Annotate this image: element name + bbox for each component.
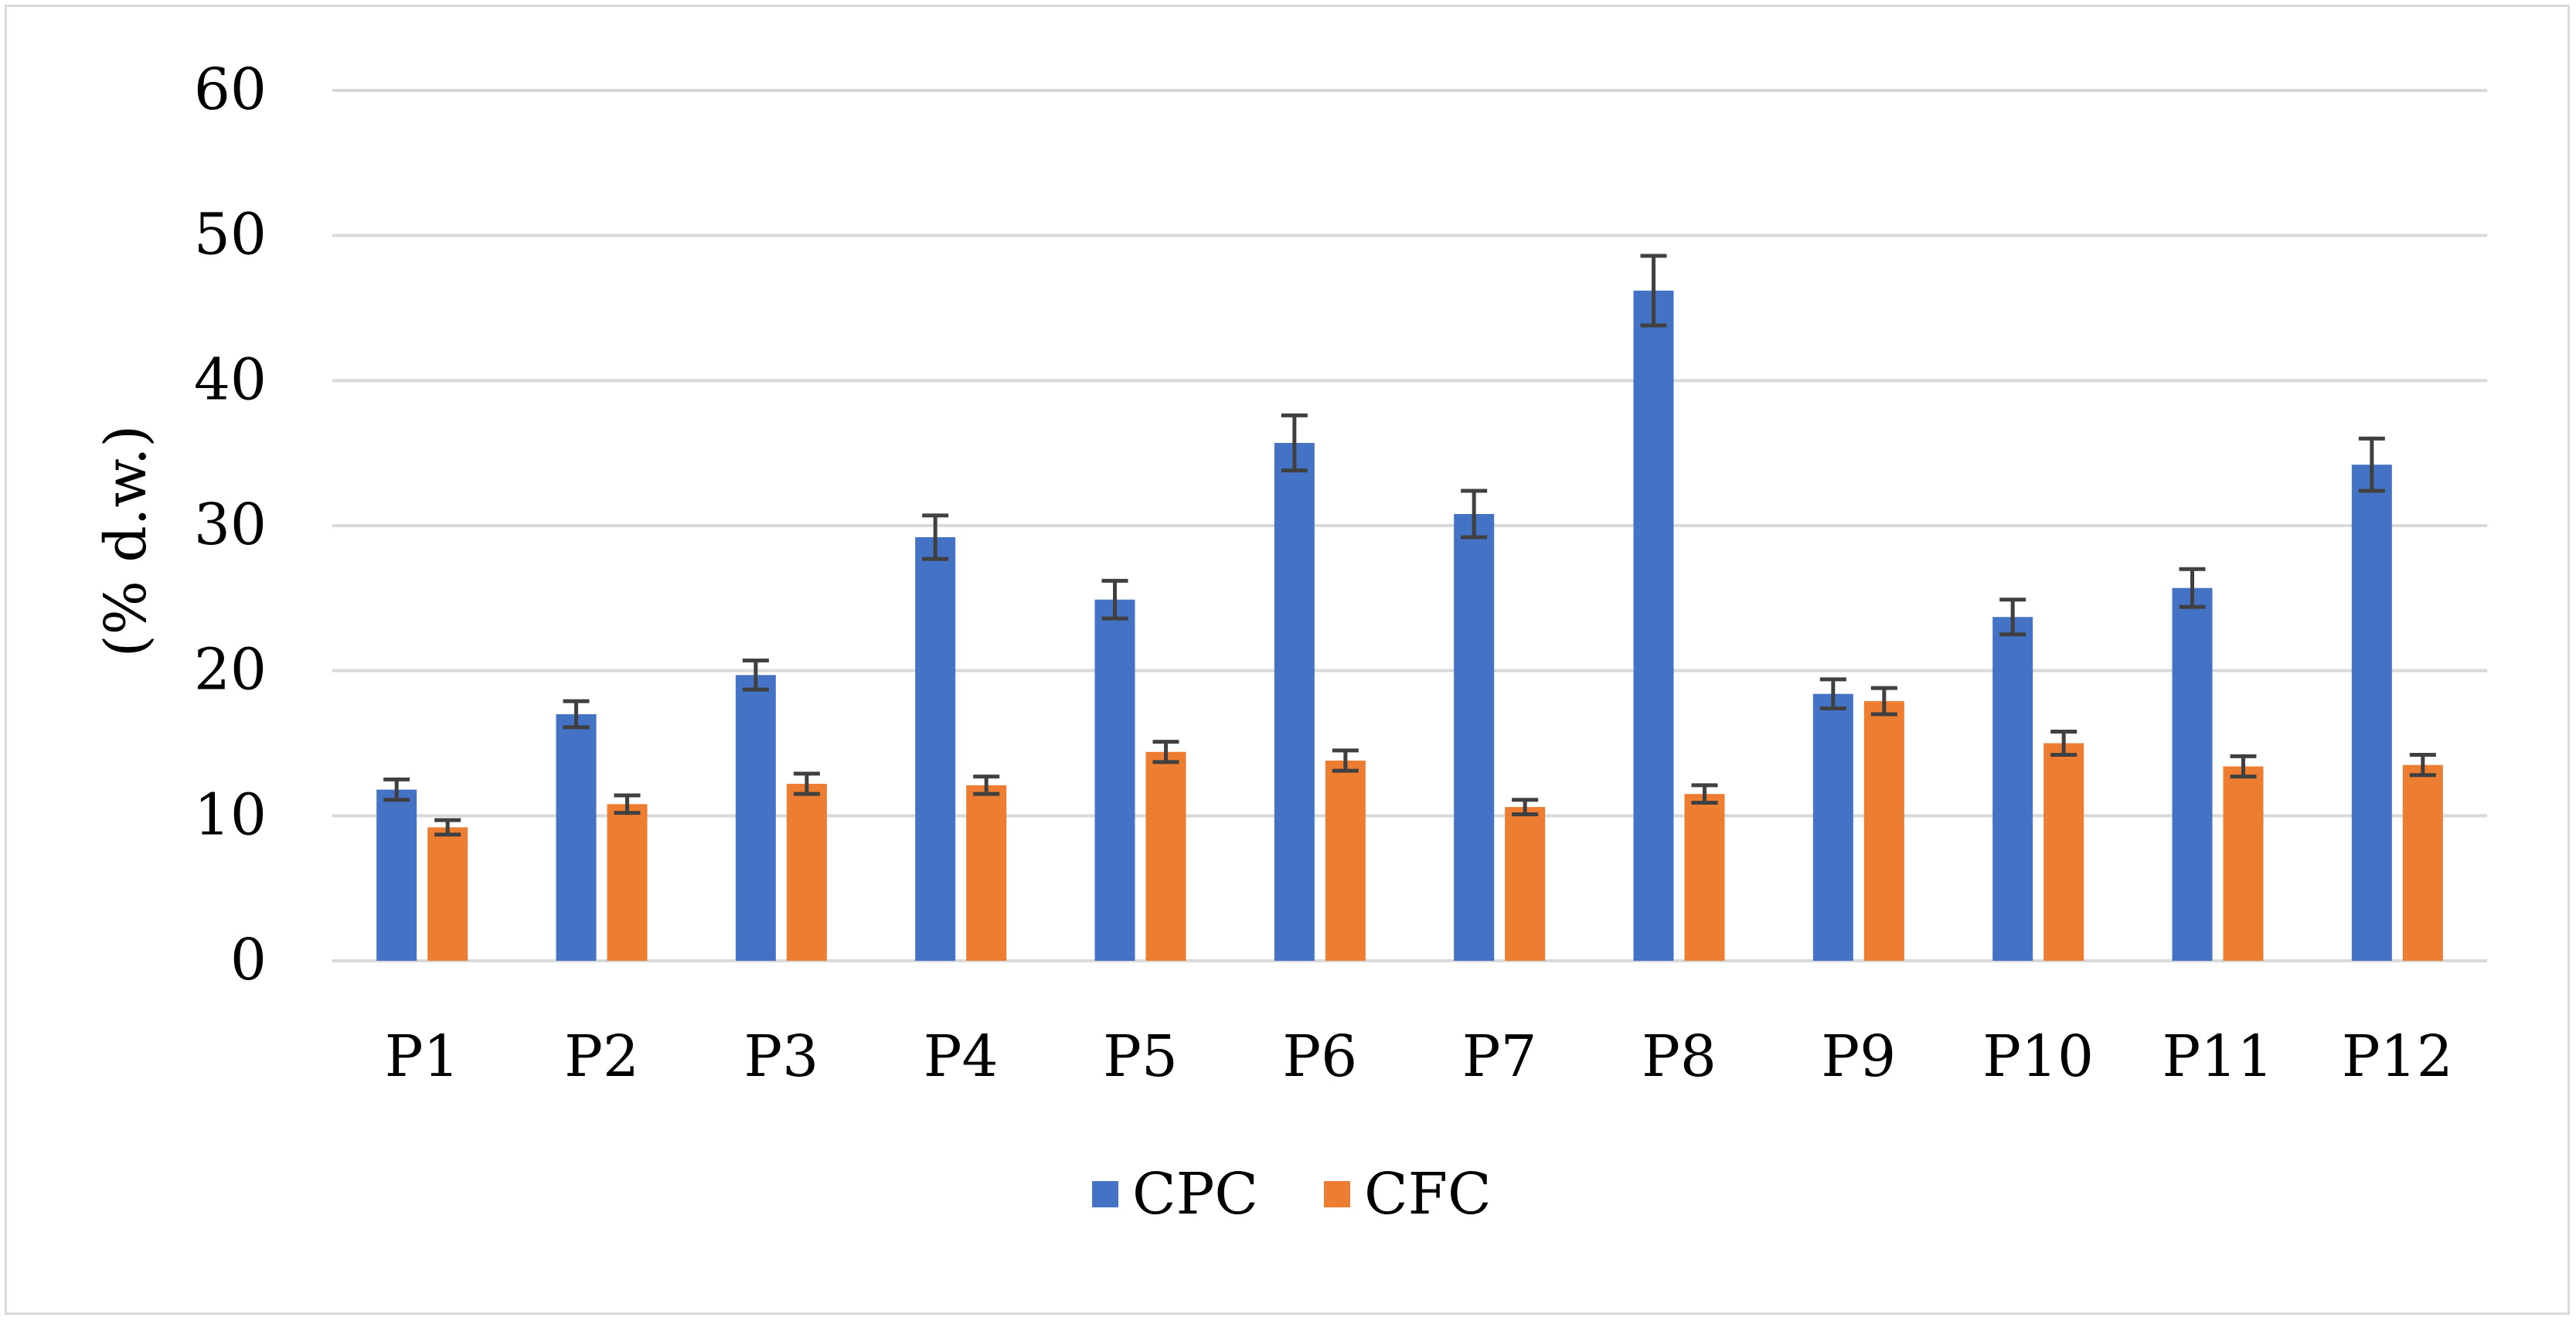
error-bar-cfc-p6 bbox=[1332, 748, 1359, 773]
y-tick-label: 60 bbox=[194, 56, 267, 123]
x-category-label: P4 bbox=[924, 1023, 999, 1090]
y-axis-ticks: 0 10 20 30 40 50 60 bbox=[194, 56, 267, 993]
x-category-label: P7 bbox=[1462, 1023, 1537, 1090]
bar-cfc-p5 bbox=[1145, 751, 1186, 961]
legend-label: CFC bbox=[1364, 1161, 1492, 1227]
error-bar-cpc-p12 bbox=[2358, 436, 2385, 493]
y-tick-label: 50 bbox=[194, 202, 267, 268]
bar-cfc-p10 bbox=[2043, 743, 2084, 961]
y-tick-label: 30 bbox=[194, 492, 267, 558]
error-bar-cfc-p8 bbox=[1691, 783, 1718, 805]
bar-cpc-p4 bbox=[915, 537, 956, 961]
bar-cpc-p3 bbox=[735, 675, 776, 961]
bar-cpc-p5 bbox=[1094, 599, 1135, 961]
bar-cpc-p8 bbox=[1633, 290, 1674, 962]
bar-cpc-p12 bbox=[2351, 465, 2392, 961]
bar-cfc-p9 bbox=[1863, 701, 1904, 961]
error-bar-cfc-p10 bbox=[2050, 729, 2077, 758]
error-bar-cfc-p7 bbox=[1512, 798, 1539, 816]
error-bar-cpc-p5 bbox=[1101, 578, 1128, 621]
x-category-label: P5 bbox=[1103, 1023, 1178, 1090]
y-tick-label: 40 bbox=[194, 346, 267, 413]
error-bar-cfc-p9 bbox=[1870, 686, 1897, 717]
bar-cpc-p7 bbox=[1454, 513, 1495, 961]
bar-cpc-p11 bbox=[2172, 587, 2213, 961]
x-category-label: P2 bbox=[564, 1023, 639, 1090]
error-bars bbox=[383, 254, 2436, 837]
error-bar-cpc-p10 bbox=[1999, 598, 2026, 637]
error-bar-cpc-p4 bbox=[922, 513, 949, 561]
bar-cfc-p12 bbox=[2402, 764, 2443, 961]
bar-cpc-p1 bbox=[376, 789, 417, 961]
bar-cfc-p11 bbox=[2223, 766, 2264, 961]
error-bar-cfc-p4 bbox=[973, 775, 1000, 796]
legend-item-cfc: CFC bbox=[1324, 1161, 1492, 1227]
legend-swatch bbox=[1092, 1181, 1118, 1207]
error-bar-cfc-p5 bbox=[1152, 740, 1179, 764]
error-bar-cpc-p3 bbox=[742, 659, 769, 692]
y-axis-title: (% d.w.) bbox=[93, 425, 159, 658]
y-tick-label: 10 bbox=[194, 781, 267, 848]
bar-cpc-p9 bbox=[1812, 693, 1853, 961]
bar-cfc-p2 bbox=[607, 804, 648, 961]
bar-cfc-p1 bbox=[427, 827, 468, 961]
x-axis-categories: P1 P2 P3 P4 P5 P6 P7 P8 P9 P10 P11 P12 bbox=[385, 1023, 2453, 1090]
error-bar-cfc-p12 bbox=[2409, 753, 2436, 778]
bars bbox=[376, 290, 2443, 962]
x-category-label: P3 bbox=[744, 1023, 818, 1090]
x-category-label: P6 bbox=[1282, 1023, 1357, 1090]
bar-cpc-p6 bbox=[1274, 443, 1315, 961]
legend-label: CPC bbox=[1132, 1161, 1258, 1227]
error-bar-cpc-p7 bbox=[1461, 489, 1488, 540]
bar-cpc-p10 bbox=[1992, 617, 2033, 961]
gridlines bbox=[332, 89, 2487, 962]
y-tick-label: 0 bbox=[230, 927, 267, 993]
y-tick-label: 20 bbox=[194, 637, 267, 703]
error-bar-cpc-p6 bbox=[1281, 413, 1308, 473]
bar-cfc-p8 bbox=[1684, 794, 1725, 961]
bar-cfc-p4 bbox=[966, 785, 1007, 961]
error-bar-cpc-p2 bbox=[563, 699, 590, 730]
error-bar-cfc-p11 bbox=[2230, 754, 2257, 779]
error-bar-cpc-p9 bbox=[1819, 677, 1846, 710]
x-category-label: P8 bbox=[1642, 1023, 1717, 1090]
legend-item-cpc: CPC bbox=[1092, 1161, 1258, 1227]
error-bar-cfc-p1 bbox=[434, 818, 461, 837]
error-bar-cpc-p11 bbox=[2179, 567, 2206, 609]
error-bar-cpc-p8 bbox=[1640, 254, 1667, 328]
bar-cfc-p7 bbox=[1505, 807, 1546, 961]
legend-swatch bbox=[1324, 1181, 1350, 1207]
x-category-label: P1 bbox=[385, 1023, 460, 1090]
x-category-label: P10 bbox=[1982, 1023, 2094, 1090]
error-bar-cfc-p2 bbox=[614, 793, 641, 815]
bar-cfc-p3 bbox=[786, 784, 827, 961]
error-bar-cpc-p1 bbox=[383, 777, 410, 802]
bar-cfc-p6 bbox=[1325, 761, 1366, 961]
error-bar-cfc-p3 bbox=[793, 771, 820, 796]
legend: CPC CFC bbox=[1092, 1161, 1492, 1227]
bar-cpc-p2 bbox=[556, 713, 597, 961]
x-category-label: P11 bbox=[2163, 1023, 2274, 1090]
x-category-label: P12 bbox=[2342, 1023, 2453, 1090]
x-category-label: P9 bbox=[1821, 1023, 1896, 1090]
